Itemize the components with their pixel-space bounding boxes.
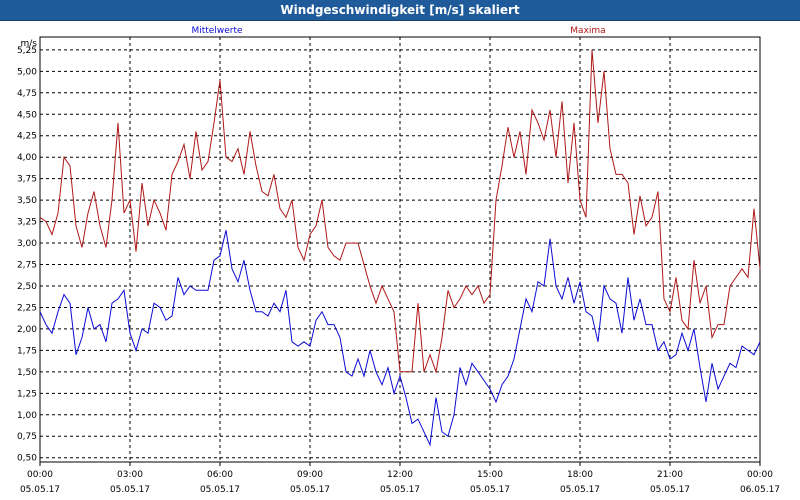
x-tick-time-label: 03:00 <box>117 470 143 480</box>
x-tick-time-label: 21:00 <box>657 470 683 480</box>
x-tick-time-label: 06:00 <box>207 470 233 480</box>
y-tick-label: 5,25 <box>17 46 37 56</box>
x-tick-date-label: 05.05.17 <box>380 485 420 495</box>
x-tick-time-label: 00:00 <box>27 470 53 480</box>
y-tick-label: 0,75 <box>17 432 37 442</box>
y-tick-label: 4,75 <box>17 89 37 99</box>
x-tick-time-label: 00:00 <box>747 470 773 480</box>
x-tick-date-label: 06.05.17 <box>740 485 780 495</box>
y-tick-label: 3,75 <box>17 175 37 185</box>
axis-layer: 0,50 0,75 1,00 1,25 1,50 1,75 2,00 2,25 2,50 2,75… <box>17 46 780 495</box>
y-tick-label: 3,50 <box>17 196 37 206</box>
x-tick-date-label: 05.05.17 <box>560 485 600 495</box>
y-tick-label: 2,50 <box>17 282 37 292</box>
grid-layer <box>40 37 760 462</box>
x-tick-date-label: 05.05.17 <box>20 485 60 495</box>
y-tick-label: 0,50 <box>17 454 37 464</box>
x-tick-date-label: 05.05.17 <box>290 485 330 495</box>
legend-maxima: Maxima <box>570 26 605 36</box>
window-titlebar: Windgeschwindigkeit [m/s] skaliert <box>0 0 800 21</box>
x-tick-time-label: 09:00 <box>297 470 323 480</box>
y-tick-label: 4,50 <box>17 110 37 120</box>
x-tick-date-label: 05.05.17 <box>200 485 240 495</box>
y-axis-unit-label: m/s <box>21 39 38 49</box>
y-tick-label: 5,00 <box>17 67 37 77</box>
y-tick-label: 3,25 <box>17 218 37 228</box>
x-tick-time-label: 18:00 <box>567 470 593 480</box>
y-tick-label: 2,75 <box>17 261 37 271</box>
maxima-line <box>39 49 761 374</box>
x-tick-date-label: 05.05.17 <box>110 485 150 495</box>
y-tick-label: 3,00 <box>17 239 37 249</box>
y-tick-label: 1,75 <box>17 346 37 356</box>
y-tick-label: 4,00 <box>17 153 37 163</box>
y-tick-label: 1,25 <box>17 389 37 399</box>
x-tick-date-label: 05.05.17 <box>650 485 690 495</box>
window-title: Windgeschwindigkeit [m/s] skaliert <box>280 3 520 17</box>
legend-mittelwerte: Mittelwerte <box>191 26 242 36</box>
series-layer <box>39 49 761 447</box>
mittelwerte-line <box>39 230 761 447</box>
x-tick-date-label: 05.05.17 <box>470 485 510 495</box>
y-tick-label: 2,25 <box>17 303 37 313</box>
y-tick-label: 4,25 <box>17 132 37 142</box>
y-tick-label: 2,00 <box>17 325 37 335</box>
x-tick-time-label: 15:00 <box>477 470 503 480</box>
y-tick-label: 1,00 <box>17 411 37 421</box>
y-tick-label: 1,50 <box>17 368 37 378</box>
x-tick-time-label: 12:00 <box>387 470 413 480</box>
wind-speed-chart: 0,50 0,75 1,00 1,25 1,50 1,75 2,00 2,25 2,50 2,75… <box>17 26 780 495</box>
